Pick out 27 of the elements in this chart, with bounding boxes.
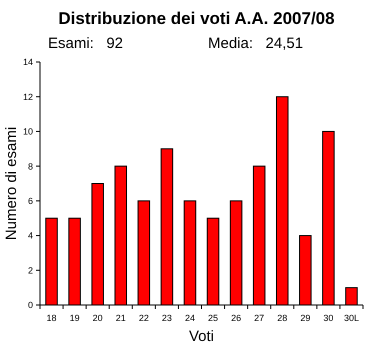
y-tick-label: 4 xyxy=(28,230,33,241)
x-tick-label: 28 xyxy=(277,313,288,323)
chart-title: Distribuzione dei voti A.A. 2007/08 xyxy=(58,9,335,28)
x-tick-label: 21 xyxy=(116,313,126,323)
text: Media: 24,51 xyxy=(208,35,304,52)
x-tick-label: 18 xyxy=(46,313,57,323)
y-tick-label: 8 xyxy=(28,161,33,172)
text: Esami: 92 xyxy=(48,35,124,52)
y-tick-label: 6 xyxy=(28,196,33,206)
y-tick-label: 0 xyxy=(28,300,33,310)
x-tick-label: 25 xyxy=(208,313,218,323)
y-tick-label: 2 xyxy=(28,265,33,276)
x-tick-label: 24 xyxy=(184,313,195,323)
x-tick-label: 29 xyxy=(300,313,310,323)
y-tick-label: 14 xyxy=(22,57,33,68)
x-tick-label: 20 xyxy=(92,313,103,323)
x-tick-label: 26 xyxy=(231,313,242,323)
x-tick-label: 19 xyxy=(70,313,80,323)
x-tick-label: 30 xyxy=(323,313,334,323)
y-tick-label: 10 xyxy=(22,126,33,137)
x-tick-label: 27 xyxy=(254,313,264,323)
x-tick-label: 22 xyxy=(138,313,149,323)
y-axis-title: Numero di esami xyxy=(3,126,20,240)
x-tick-label: 30L xyxy=(344,313,359,323)
x-axis-title: Voti xyxy=(188,328,214,345)
y-tick-label: 12 xyxy=(22,92,33,102)
x-tick-label: 23 xyxy=(162,313,172,323)
